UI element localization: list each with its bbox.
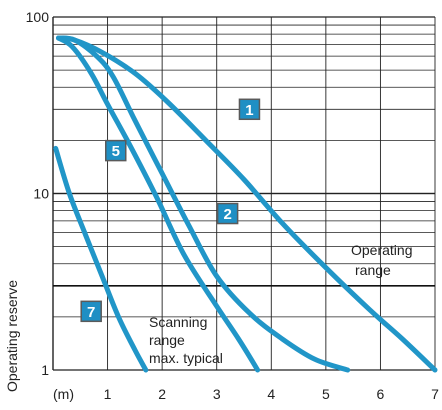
x-tick-label: 5	[322, 386, 330, 402]
x-tick-label: 3	[213, 386, 221, 402]
series-badge-text: 2	[223, 206, 231, 223]
scanning-range-label-line1: Scanning	[149, 314, 207, 330]
scanning-range-label-line2: range	[149, 332, 185, 348]
series-line-5	[56, 35, 261, 373]
y-tick-label: 100	[26, 9, 50, 25]
series-badge-text: 1	[245, 102, 253, 119]
series-badge-box	[216, 202, 239, 225]
tick-labels: 1 2 3 4 5 6 7 1 10 100	[26, 9, 439, 402]
y-tick-label: 10	[33, 186, 49, 202]
grid	[52, 16, 436, 371]
y-tick-label: 1	[41, 362, 49, 378]
x-unit-label: (m)	[53, 386, 74, 402]
series-line-2	[56, 35, 351, 373]
y-axis-title: Operating reserve	[4, 280, 20, 392]
operating-range-label-line2: range	[355, 262, 391, 278]
series-lines	[53, 35, 438, 373]
series-badge-1: 1	[238, 98, 261, 121]
series-badge-5: 5	[105, 139, 127, 162]
x-tick-label: 7	[431, 386, 439, 402]
scanning-range-label-line3: max. typical	[149, 350, 223, 366]
x-tick-label: 4	[267, 386, 275, 402]
series-badges: 1 2 5 7	[80, 98, 261, 323]
x-tick-label: 6	[377, 386, 385, 402]
series-badge-box	[80, 300, 102, 323]
series-badge-2: 2	[216, 202, 239, 225]
series-badge-text: 7	[87, 304, 95, 321]
series-badge-box	[105, 139, 127, 162]
series-badge-7: 7	[80, 300, 102, 323]
series-line-7	[53, 145, 149, 373]
series-badge-text: 5	[112, 143, 120, 160]
x-tick-label: 2	[158, 386, 166, 402]
series-badge-box	[238, 98, 261, 121]
series-line-1	[56, 35, 438, 373]
x-tick-label: 1	[104, 386, 112, 402]
operating-range-label-line1: Operating	[351, 242, 412, 258]
